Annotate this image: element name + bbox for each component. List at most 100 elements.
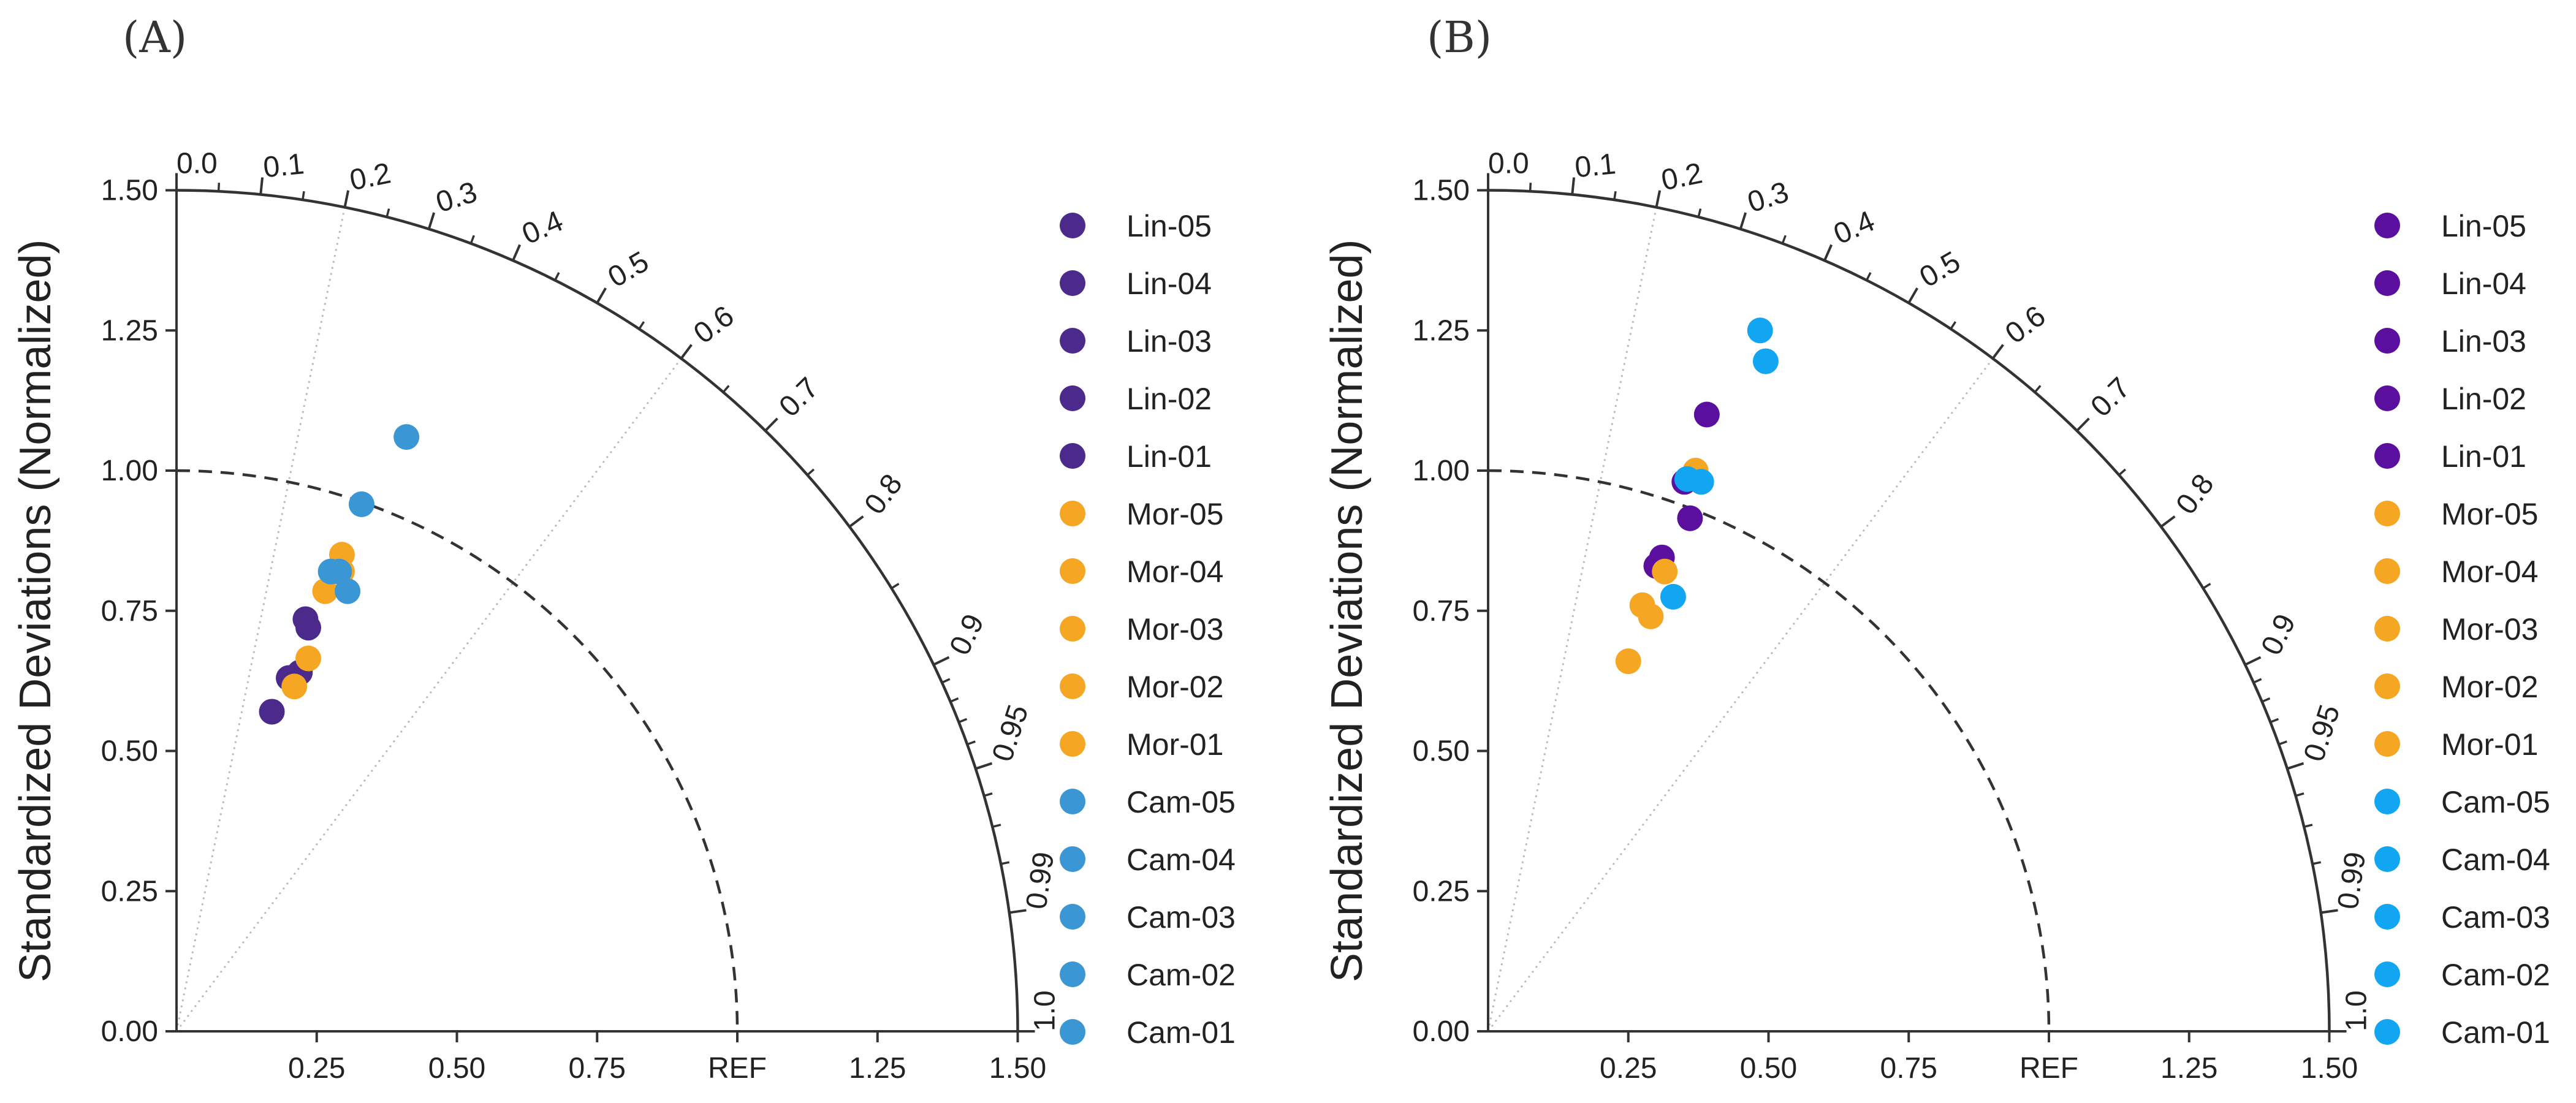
correlation-major-tick [1739,212,1747,230]
correlation-major-tick [1991,344,2004,360]
legend-marker [2374,443,2400,469]
correlation-minor-tick [302,191,305,200]
y-axis-label: Standardized Deviations (Normalized) [11,239,60,982]
legend-marker [1060,846,1085,872]
legend-label: Lin-04 [2441,267,2526,301]
correlation-label: 1.0 [1029,990,1062,1031]
legend-label: Lin-05 [2441,209,2526,243]
correlation-minor-tick [2202,583,2211,589]
y-tick-label: 1.25 [1413,314,1470,347]
correlation-major-tick [848,515,864,528]
y-tick-label: 1.25 [101,314,158,347]
correlation-minor-tick [386,208,390,218]
legend-label: Lin-05 [1127,209,1212,243]
legend-marker [2374,731,2400,757]
correlation-minor-tick [1000,861,1010,865]
outer-arc [176,189,1019,1032]
data-point-cam-01 [326,558,352,585]
panel-label: (B) [1427,12,1492,63]
reference-arc [176,469,739,1032]
x-tick-label: 0.75 [1880,1052,1937,1085]
y-axis-label: Standardized Deviations (Normalized) [1323,239,1372,982]
legend-label: Lin-01 [1127,439,1212,474]
correlation-label: 0.8 [2170,468,2220,520]
legend-marker [1060,385,1085,411]
correlation-minor-tick [2262,697,2271,703]
legend-label: Mor-01 [1127,727,1223,762]
legend-marker [2374,904,2400,930]
legend-label: Mor-05 [2441,497,2538,531]
legend-label: Mor-05 [1127,497,1223,531]
correlation-major-tick [975,762,993,770]
outer-arc [1487,189,2331,1032]
panel-a: (A) 0.00 0.25 0.50 0.75 1.00 1.25 1.50 0.25 0.50 0… [11,12,1236,1085]
correlation-minor-tick [1613,191,1617,200]
correlation-label: 0.6 [1999,300,2051,350]
correlation-label: 0.2 [347,157,393,197]
correlation-major-tick [1823,244,1833,261]
panel-label: (A) [123,12,187,63]
correlation-minor-tick [1866,272,1872,281]
data-point-cam-02 [1752,348,1779,374]
legend-marker [1060,558,1085,584]
correlation-label: 0.2 [1658,157,1705,197]
reference-arc [1487,469,2051,1032]
legend-label: Cam-03 [1127,900,1236,934]
legend-marker [2374,385,2400,411]
correlation-minor-tick [2295,792,2304,797]
correlation-minor-tick [807,468,815,476]
correlation-minor-tick [2278,740,2287,746]
y-tick-label: 1.50 [1413,175,1470,207]
x-tick-label: 0.25 [1600,1052,1657,1085]
legend-label: Mor-02 [1127,670,1223,704]
legend-label: Cam-04 [2441,843,2550,877]
correlation-label: 0.5 [1914,245,1966,294]
correlation-major-tick [343,190,350,208]
correlation-minor-tick [891,583,900,589]
y-tick-label: 1.00 [1413,455,1470,487]
correlation-minor-tick [1781,235,1787,244]
legend-marker [2374,789,2400,814]
legend-label: Cam-05 [1127,785,1236,819]
x-tick-label: 0.75 [569,1052,626,1085]
correlation-label: 0.5 [602,245,654,294]
legend-marker [2374,270,2400,296]
correlation-major-tick [764,417,778,432]
correlation-major-tick [933,656,950,666]
y-tick-label: 0.00 [1413,1015,1470,1048]
correlation-minor-tick [638,321,645,330]
legend-label: Mor-01 [2441,727,2538,762]
legend-label: Cam-04 [1127,843,1236,877]
data-point-cam-05 [1660,583,1686,610]
correlation-minor-tick [1697,208,1702,218]
data-point-mor-02 [1652,558,1678,585]
x-tick-label: 0.50 [1740,1052,1797,1085]
legend-label: Cam-01 [2441,1015,2550,1050]
legend-marker [2374,328,2400,354]
legend-label: Lin-02 [2441,382,2526,416]
legend-marker [1060,270,1085,296]
legend-marker [1060,673,1085,699]
correlation-label: 0.0 [177,148,218,180]
legend-marker [1060,961,1085,987]
correlation-label: 0.95 [2298,701,2347,765]
legend-label: Lin-01 [2441,439,2526,474]
correlation-major-tick [596,287,607,304]
data-point-mor-03 [312,578,338,604]
data-point-lin-01 [292,606,319,632]
legend-label: Cam-05 [2441,785,2550,819]
y-tick-label: 0.50 [1413,735,1470,768]
x-tick-label: REF [708,1052,767,1085]
y-tick-label: 0.75 [101,595,158,627]
correlation-minor-tick [992,824,1001,828]
correlation-major-tick [1907,287,1918,304]
legend-marker [2374,616,2400,642]
correlation-label: 0.0 [1488,148,1529,180]
x-tick-label: 0.25 [288,1052,345,1085]
correlation-label: 0.99 [2332,850,2373,911]
legend-label: Cam-02 [2441,958,2550,992]
legend-marker [2374,846,2400,872]
correlation-minor-tick [967,740,976,746]
x-tick-label: 0.50 [428,1052,485,1085]
data-point-mor-05 [1615,648,1641,675]
